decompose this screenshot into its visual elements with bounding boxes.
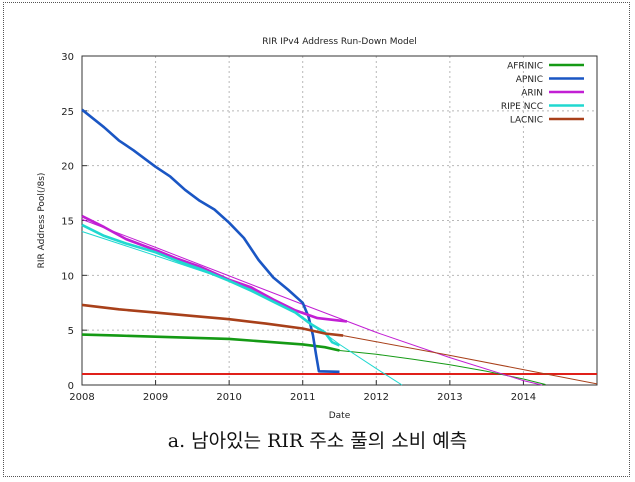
x-tick-label: 2010 <box>216 392 241 403</box>
x-tick-label: 2008 <box>69 392 94 403</box>
y-tick-label: 0 <box>68 381 74 392</box>
y-tick-label: 10 <box>61 271 74 282</box>
y-tick-label: 25 <box>61 107 74 118</box>
series-line-arin <box>81 214 348 323</box>
series-line-apnic <box>81 108 340 374</box>
x-tick-label: 2013 <box>437 392 462 403</box>
rir-rundown-chart: 2008 2009 2010 2011 2012 2013 2014 0 5 10 15 20 25 30… <box>37 37 598 420</box>
series-line-afrinic <box>81 333 340 352</box>
figure-frame <box>3 2 630 477</box>
y-axis-label: RIR Address Pool(/8s) <box>37 173 47 269</box>
chart-title: RIR IPv4 Address Run-Down Model <box>262 37 417 47</box>
x-tick-label: 2009 <box>143 392 168 403</box>
y-tick-label: 30 <box>61 52 74 63</box>
figure-caption: a. 남아있는 RIR 주소 풀의 소비 예측 <box>167 430 468 452</box>
y-tick-label: 20 <box>61 162 74 173</box>
series-line-ripe-ncc <box>81 223 341 347</box>
series-projection-afrinic <box>339 350 546 385</box>
legend-label: AFRINIC <box>507 62 543 72</box>
legend-label: LACNIC <box>510 116 543 126</box>
legend-label: RIPE NCC <box>501 102 543 112</box>
y-tick-label: 5 <box>68 326 74 337</box>
series-projection-lacnic <box>343 335 598 385</box>
x-tick-label: 2012 <box>364 392 389 403</box>
series-line-lacnic <box>81 303 344 337</box>
legend-label: ARIN <box>521 89 543 99</box>
series-projection-ripe-ncc <box>81 231 403 386</box>
x-axis-label: Date <box>329 411 351 420</box>
series-projection-arin <box>81 218 542 386</box>
y-tick-label: 15 <box>61 217 74 228</box>
x-tick-label: 2014 <box>511 392 536 403</box>
x-tick-label: 2011 <box>290 392 315 403</box>
legend-label: APNIC <box>516 75 543 85</box>
